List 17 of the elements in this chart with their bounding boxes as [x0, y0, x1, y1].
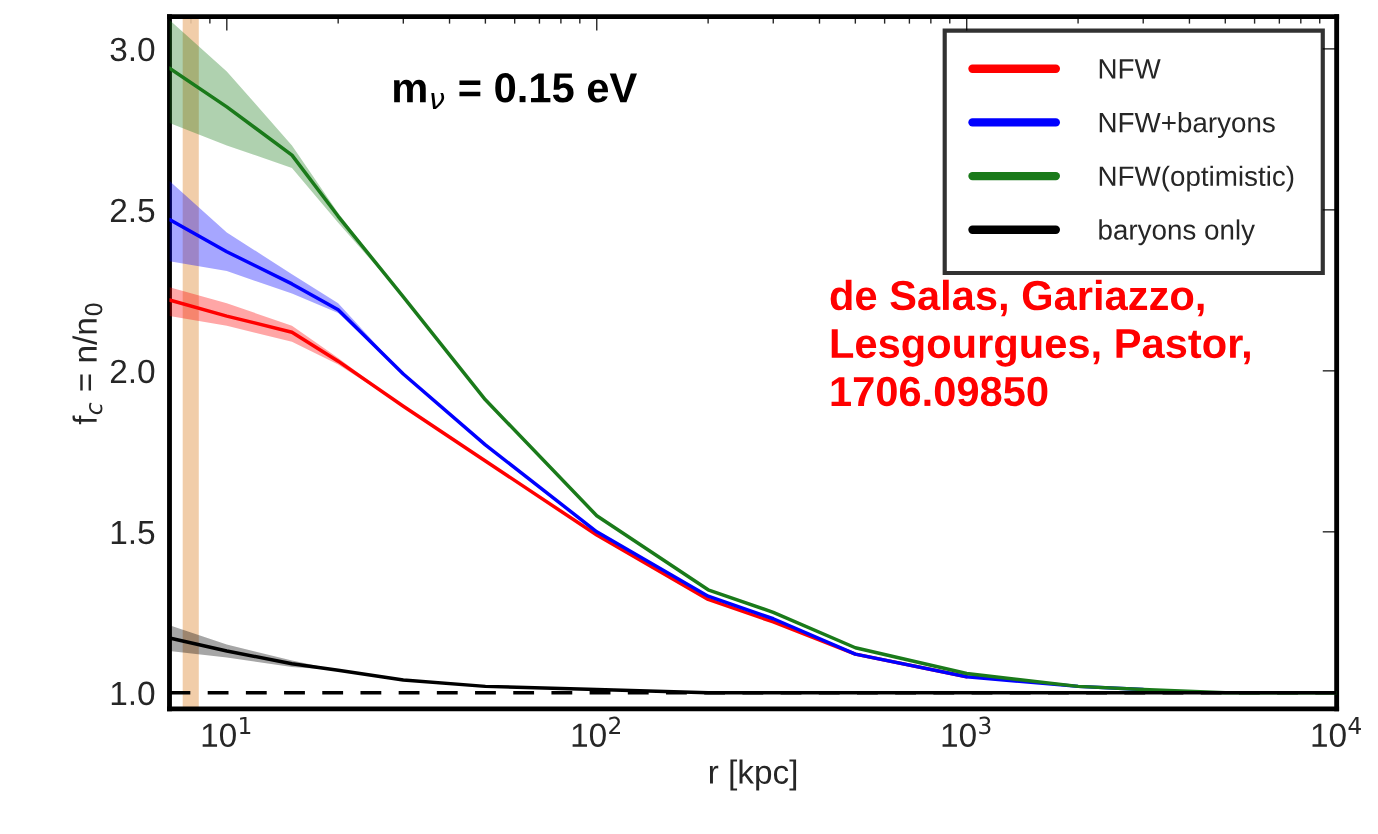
- annotation: m$_{ν}$ = 0.15 eV: [394, 73, 637, 110]
- y-tick-label: 1.5: [111, 520, 155, 545]
- y-tick-label: 2.5: [110, 198, 155, 223]
- x-tick-label: 10$^{4}$: [1312, 716, 1361, 748]
- x-axis-title: r [kpc]: [709, 759, 797, 791]
- legend-label: NFW: [1099, 59, 1161, 79]
- y-axis-title: f$_{c}$ = n/n$_{0}$: [72, 303, 103, 425]
- legend-label: NFW+baryons: [1099, 112, 1275, 138]
- legend-label: baryons only: [1099, 219, 1255, 246]
- legend-label: NFW(optimistic): [1099, 165, 1294, 192]
- annotation: de Salas, Gariazzo, Lesgourgues, Pastor, 1706.09850: [830, 279, 1250, 407]
- y-tick-label: 3.0: [110, 37, 155, 62]
- x-tick-label: 10$^{1}$: [202, 716, 251, 748]
- y-tick-label: 1.0: [111, 681, 155, 706]
- x-tick-label: 10$^{3}$: [942, 716, 991, 748]
- y-tick-label: 2.0: [110, 359, 155, 384]
- x-tick-label: 10$^{2}$: [572, 716, 620, 748]
